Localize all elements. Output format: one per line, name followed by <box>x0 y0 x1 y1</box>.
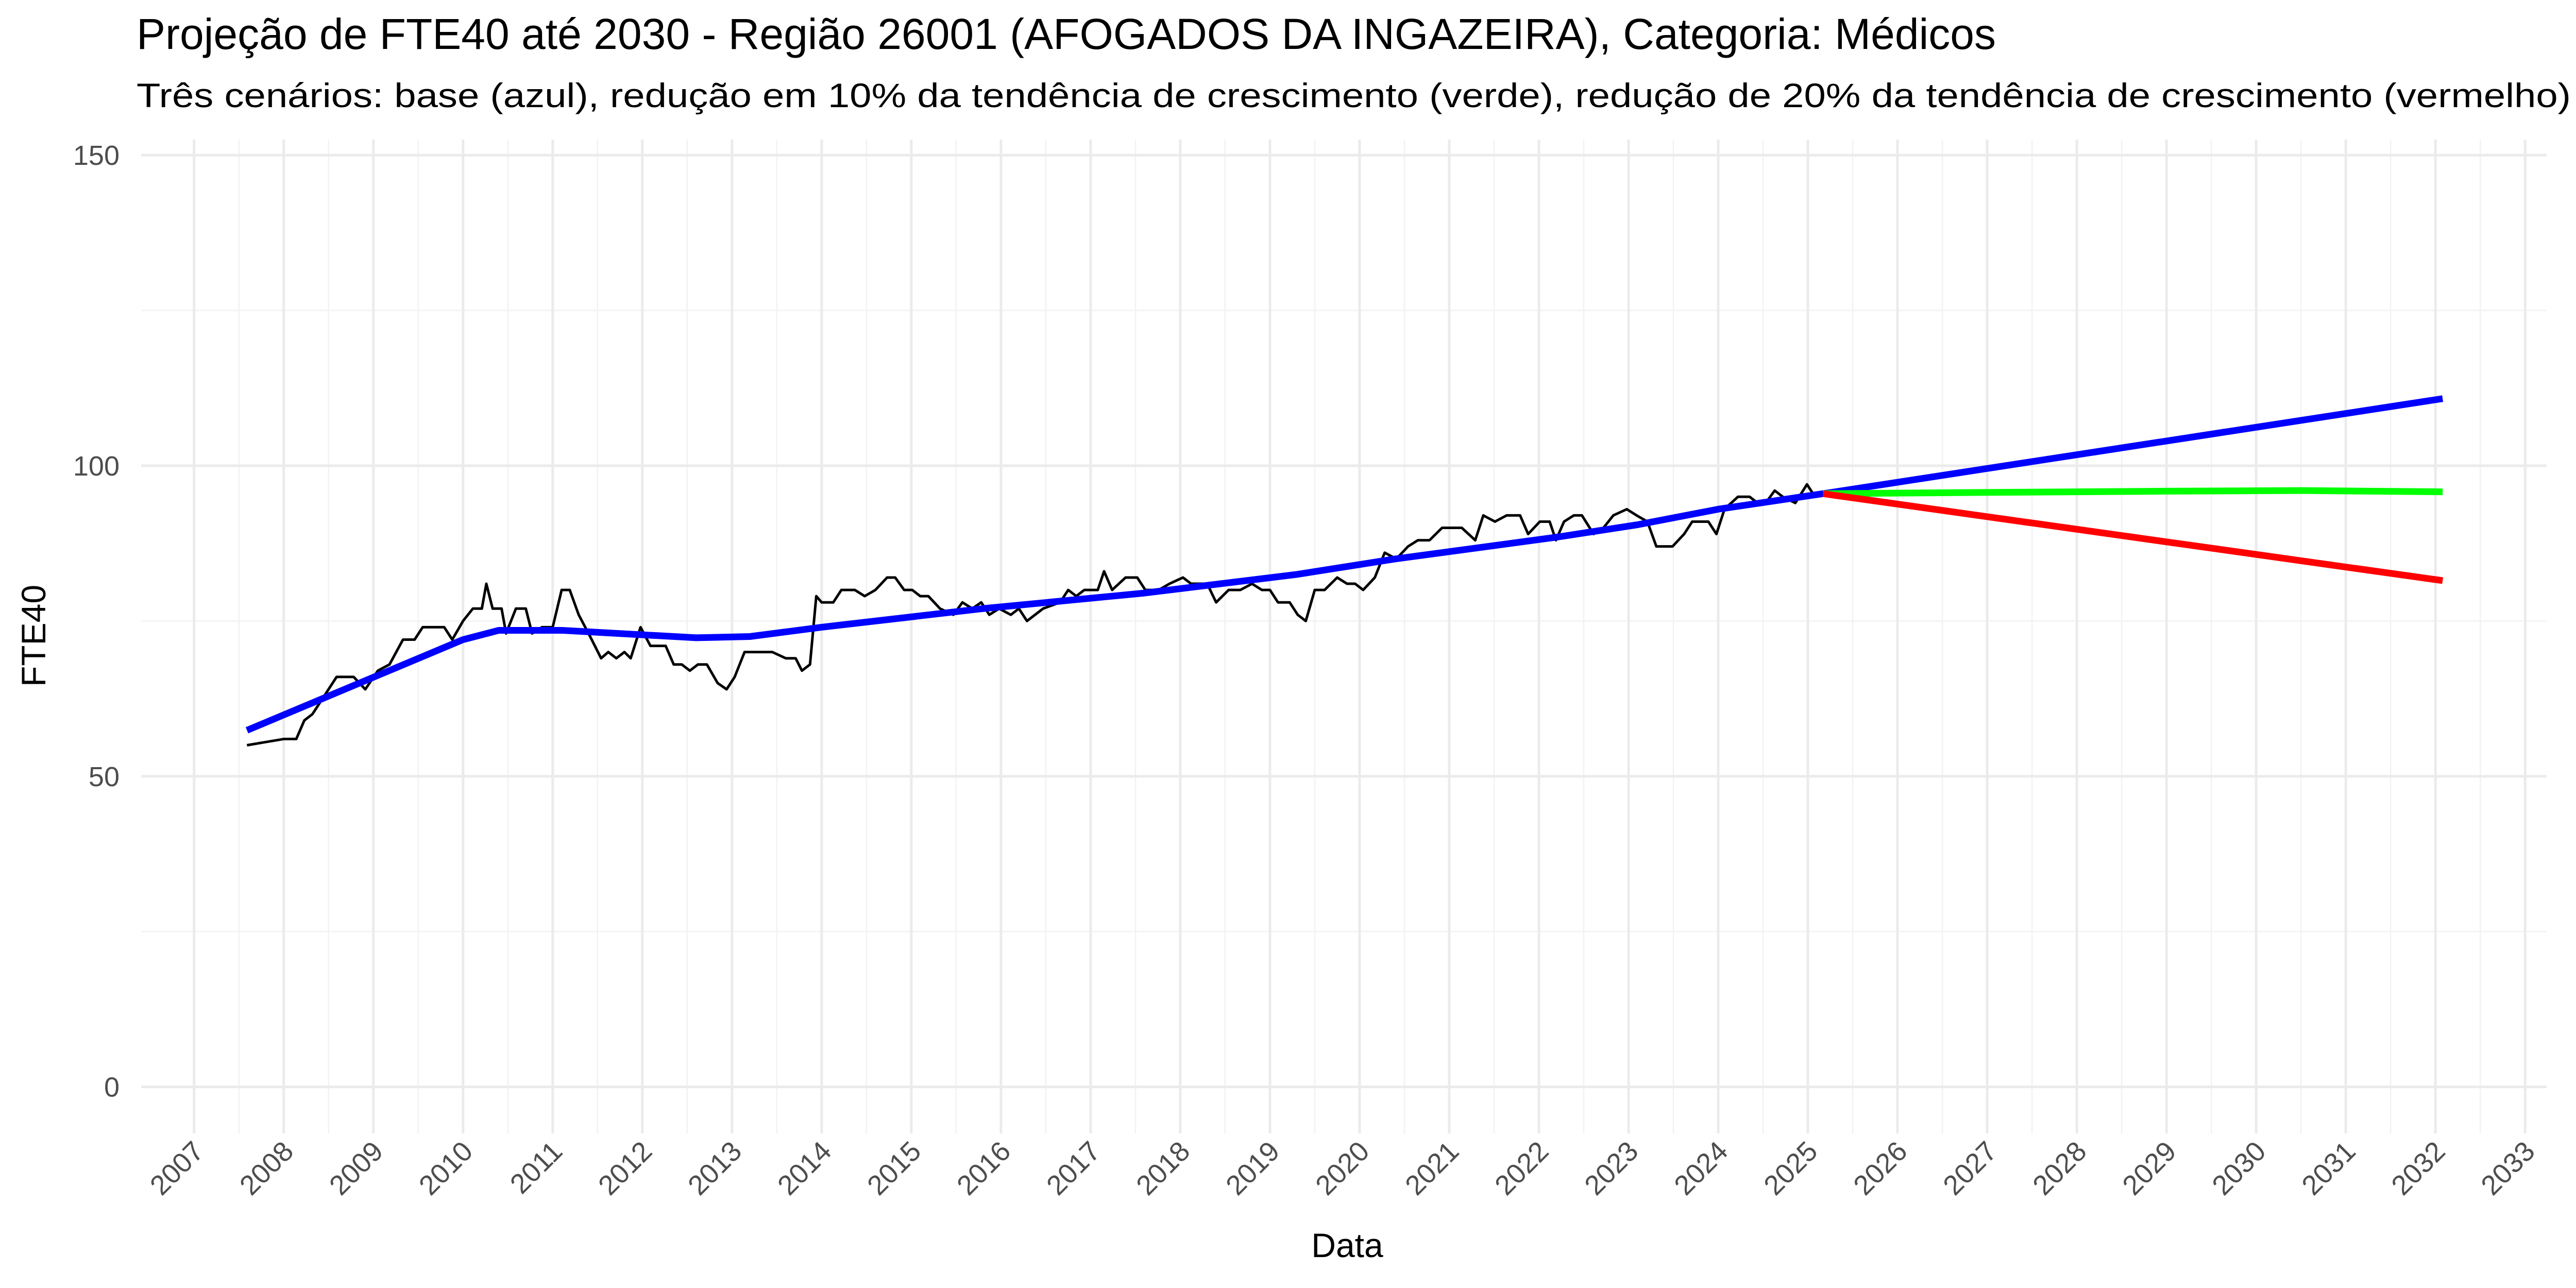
y-tick-label: 100 <box>73 451 120 482</box>
x-tick-label: 2017 <box>1041 1136 1106 1201</box>
x-tick-label: 2015 <box>861 1136 927 1201</box>
x-tick-label: 2022 <box>1489 1136 1554 1201</box>
x-tick-label: 2033 <box>2475 1136 2540 1201</box>
y-tick-label: 50 <box>89 761 120 792</box>
y-axis-title: FTE40 <box>14 585 53 687</box>
x-tick-label: 2020 <box>1310 1136 1375 1201</box>
x-tick-label: 2013 <box>682 1136 748 1201</box>
x-tick-label: 2029 <box>2116 1136 2182 1201</box>
x-axis-title: Data <box>1311 1226 1383 1264</box>
x-tick-label: 2031 <box>2296 1136 2361 1201</box>
x-tick-label: 2021 <box>1399 1136 1465 1201</box>
x-tick-label: 2011 <box>504 1136 569 1200</box>
chart-title: Projeção de FTE40 até 2030 - Região 2600… <box>137 10 1996 58</box>
x-tick-label: 2019 <box>1220 1136 1285 1201</box>
x-tick-label: 2008 <box>234 1136 299 1201</box>
data-line <box>1822 490 2444 584</box>
data-line <box>1823 487 2443 497</box>
x-tick-label: 2026 <box>1848 1136 1913 1201</box>
x-tick-label: 2027 <box>1937 1136 2003 1201</box>
chart-subtitle: Três cenários: base (azul), redução em 1… <box>137 76 2571 114</box>
x-tick-label: 2028 <box>2027 1136 2092 1201</box>
x-tick-label: 2018 <box>1130 1136 1196 1201</box>
x-tick-label: 2030 <box>2206 1136 2272 1201</box>
x-tick-label: 2025 <box>1758 1136 1823 1201</box>
grid: 0 50 100 150 2007 2008 2009 2010 2011 2012 2013 201… <box>73 140 2547 1201</box>
x-tick-label: 2014 <box>772 1136 837 1201</box>
data-line <box>246 483 1817 747</box>
x-tick-label: 2009 <box>324 1136 389 1201</box>
x-tick-label: 2024 <box>1668 1136 1734 1201</box>
y-tick-label: 0 <box>104 1072 120 1103</box>
x-tick-label: 2010 <box>413 1136 479 1201</box>
x-tick-label: 2007 <box>144 1136 210 1201</box>
x-tick-label: 2012 <box>592 1136 658 1201</box>
plot-lines <box>245 395 2444 747</box>
data-line <box>245 395 2444 734</box>
x-tick-label: 2032 <box>2385 1136 2451 1201</box>
x-tick-label: 2016 <box>951 1136 1016 1201</box>
x-tick-label: 2023 <box>1579 1136 1644 1201</box>
y-tick-label: 150 <box>73 140 120 171</box>
